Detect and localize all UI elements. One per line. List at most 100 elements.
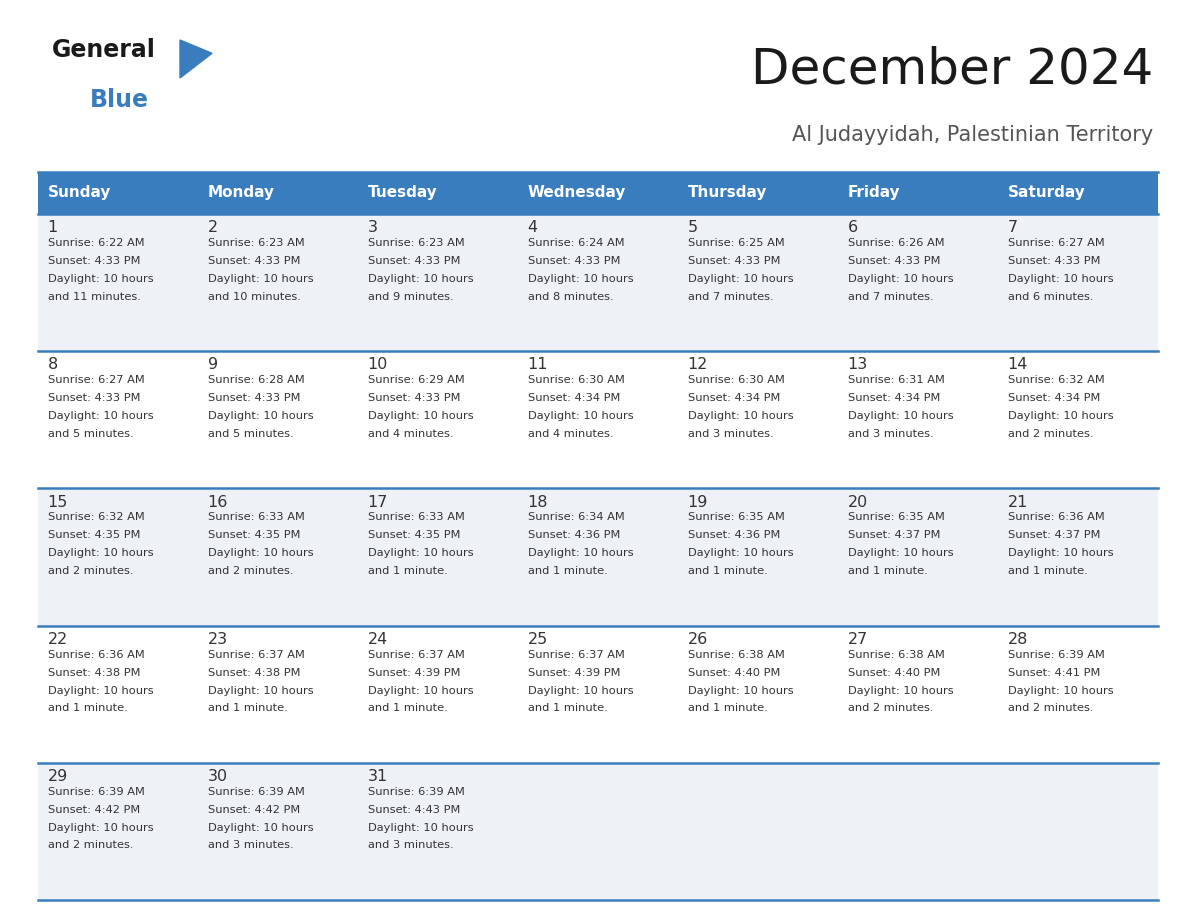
Text: Sunrise: 6:34 AM: Sunrise: 6:34 AM <box>527 512 625 522</box>
Text: Sunrise: 6:37 AM: Sunrise: 6:37 AM <box>367 650 465 660</box>
Text: 14: 14 <box>1007 357 1028 373</box>
Text: Daylight: 10 hours: Daylight: 10 hours <box>48 686 153 696</box>
Text: December 2024: December 2024 <box>751 45 1154 93</box>
Text: Sunrise: 6:32 AM: Sunrise: 6:32 AM <box>48 512 145 522</box>
Text: Daylight: 10 hours: Daylight: 10 hours <box>527 548 633 558</box>
Text: and 1 minute.: and 1 minute. <box>367 703 448 713</box>
Text: Daylight: 10 hours: Daylight: 10 hours <box>527 411 633 421</box>
Text: Sunrise: 6:24 AM: Sunrise: 6:24 AM <box>527 238 624 248</box>
Text: Sunrise: 6:26 AM: Sunrise: 6:26 AM <box>847 238 944 248</box>
Text: and 1 minute.: and 1 minute. <box>48 703 127 713</box>
Text: and 1 minute.: and 1 minute. <box>847 565 928 576</box>
Text: and 4 minutes.: and 4 minutes. <box>527 429 613 439</box>
Text: 24: 24 <box>367 632 387 647</box>
Text: Daylight: 10 hours: Daylight: 10 hours <box>208 823 314 833</box>
Text: 16: 16 <box>208 495 228 509</box>
Text: 9: 9 <box>208 357 217 373</box>
Text: Daylight: 10 hours: Daylight: 10 hours <box>48 823 153 833</box>
Text: Sunrise: 6:35 AM: Sunrise: 6:35 AM <box>847 512 944 522</box>
Text: Sunset: 4:34 PM: Sunset: 4:34 PM <box>847 393 940 403</box>
Text: Daylight: 10 hours: Daylight: 10 hours <box>208 274 314 284</box>
Text: Sunrise: 6:35 AM: Sunrise: 6:35 AM <box>688 512 784 522</box>
Text: Sunset: 4:40 PM: Sunset: 4:40 PM <box>847 667 940 677</box>
Text: Tuesday: Tuesday <box>367 185 437 200</box>
Text: Daylight: 10 hours: Daylight: 10 hours <box>527 274 633 284</box>
Text: Sunrise: 6:31 AM: Sunrise: 6:31 AM <box>847 375 944 386</box>
Text: 23: 23 <box>208 632 228 647</box>
Text: Daylight: 10 hours: Daylight: 10 hours <box>847 548 953 558</box>
Text: Sunset: 4:41 PM: Sunset: 4:41 PM <box>1007 667 1100 677</box>
Text: Sunset: 4:33 PM: Sunset: 4:33 PM <box>1007 256 1100 266</box>
Text: Sunrise: 6:23 AM: Sunrise: 6:23 AM <box>367 238 465 248</box>
Text: Sunset: 4:39 PM: Sunset: 4:39 PM <box>367 667 460 677</box>
Text: and 1 minute.: and 1 minute. <box>1007 565 1087 576</box>
Text: Sunset: 4:34 PM: Sunset: 4:34 PM <box>1007 393 1100 403</box>
Text: Daylight: 10 hours: Daylight: 10 hours <box>688 274 794 284</box>
Bar <box>38 488 1158 625</box>
Text: Sunday: Sunday <box>48 185 110 200</box>
Text: 12: 12 <box>688 357 708 373</box>
Text: General: General <box>52 38 156 62</box>
Text: and 3 minutes.: and 3 minutes. <box>688 429 773 439</box>
Text: Sunset: 4:37 PM: Sunset: 4:37 PM <box>1007 531 1100 541</box>
Text: Sunrise: 6:29 AM: Sunrise: 6:29 AM <box>367 375 465 386</box>
Text: Sunrise: 6:38 AM: Sunrise: 6:38 AM <box>688 650 784 660</box>
Text: 30: 30 <box>208 769 228 784</box>
Text: and 1 minute.: and 1 minute. <box>527 565 607 576</box>
Text: Daylight: 10 hours: Daylight: 10 hours <box>847 274 953 284</box>
Text: Wednesday: Wednesday <box>527 185 626 200</box>
Text: Daylight: 10 hours: Daylight: 10 hours <box>367 411 473 421</box>
Text: Daylight: 10 hours: Daylight: 10 hours <box>1007 686 1113 696</box>
Text: 3: 3 <box>367 220 378 235</box>
Text: and 9 minutes.: and 9 minutes. <box>367 292 454 301</box>
Text: Sunset: 4:35 PM: Sunset: 4:35 PM <box>208 531 301 541</box>
Text: 18: 18 <box>527 495 548 509</box>
Text: Sunrise: 6:38 AM: Sunrise: 6:38 AM <box>847 650 944 660</box>
Text: Saturday: Saturday <box>1007 185 1086 200</box>
Text: Friday: Friday <box>847 185 901 200</box>
Bar <box>38 763 1158 900</box>
Text: Sunrise: 6:33 AM: Sunrise: 6:33 AM <box>367 512 465 522</box>
Text: and 2 minutes.: and 2 minutes. <box>48 840 133 850</box>
Bar <box>38 625 1158 763</box>
Text: Thursday: Thursday <box>688 185 767 200</box>
Text: Sunset: 4:36 PM: Sunset: 4:36 PM <box>527 531 620 541</box>
Text: Daylight: 10 hours: Daylight: 10 hours <box>688 686 794 696</box>
Text: 2: 2 <box>208 220 217 235</box>
Text: 31: 31 <box>367 769 387 784</box>
Text: and 1 minute.: and 1 minute. <box>367 565 448 576</box>
Text: Daylight: 10 hours: Daylight: 10 hours <box>688 548 794 558</box>
Text: Sunset: 4:38 PM: Sunset: 4:38 PM <box>208 667 301 677</box>
Text: Sunset: 4:43 PM: Sunset: 4:43 PM <box>367 805 460 815</box>
Text: Sunset: 4:42 PM: Sunset: 4:42 PM <box>48 805 140 815</box>
Text: Daylight: 10 hours: Daylight: 10 hours <box>367 548 473 558</box>
Text: 7: 7 <box>1007 220 1018 235</box>
Text: Sunrise: 6:30 AM: Sunrise: 6:30 AM <box>688 375 784 386</box>
Text: and 2 minutes.: and 2 minutes. <box>1007 703 1093 713</box>
Text: Sunset: 4:39 PM: Sunset: 4:39 PM <box>527 667 620 677</box>
Text: 20: 20 <box>847 495 868 509</box>
Text: Daylight: 10 hours: Daylight: 10 hours <box>1007 548 1113 558</box>
Text: Daylight: 10 hours: Daylight: 10 hours <box>1007 411 1113 421</box>
Text: Daylight: 10 hours: Daylight: 10 hours <box>367 274 473 284</box>
Polygon shape <box>181 40 211 78</box>
Text: and 1 minute.: and 1 minute. <box>688 565 767 576</box>
Text: Sunrise: 6:33 AM: Sunrise: 6:33 AM <box>208 512 304 522</box>
Text: Sunrise: 6:23 AM: Sunrise: 6:23 AM <box>208 238 304 248</box>
Text: and 2 minutes.: and 2 minutes. <box>48 565 133 576</box>
Text: Sunset: 4:36 PM: Sunset: 4:36 PM <box>688 531 781 541</box>
Text: and 3 minutes.: and 3 minutes. <box>208 840 293 850</box>
Text: Sunrise: 6:30 AM: Sunrise: 6:30 AM <box>527 375 625 386</box>
Text: 15: 15 <box>48 495 68 509</box>
Text: 13: 13 <box>847 357 868 373</box>
Text: Sunset: 4:33 PM: Sunset: 4:33 PM <box>208 256 301 266</box>
Text: Sunset: 4:33 PM: Sunset: 4:33 PM <box>527 256 620 266</box>
Text: Daylight: 10 hours: Daylight: 10 hours <box>527 686 633 696</box>
Text: Sunset: 4:38 PM: Sunset: 4:38 PM <box>48 667 140 677</box>
Text: Al Judayyidah, Palestinian Territory: Al Judayyidah, Palestinian Territory <box>791 125 1154 145</box>
Text: Sunset: 4:33 PM: Sunset: 4:33 PM <box>367 393 460 403</box>
Text: and 1 minute.: and 1 minute. <box>688 703 767 713</box>
Text: Daylight: 10 hours: Daylight: 10 hours <box>847 686 953 696</box>
Text: Sunset: 4:33 PM: Sunset: 4:33 PM <box>367 256 460 266</box>
Text: Sunrise: 6:39 AM: Sunrise: 6:39 AM <box>48 787 145 797</box>
